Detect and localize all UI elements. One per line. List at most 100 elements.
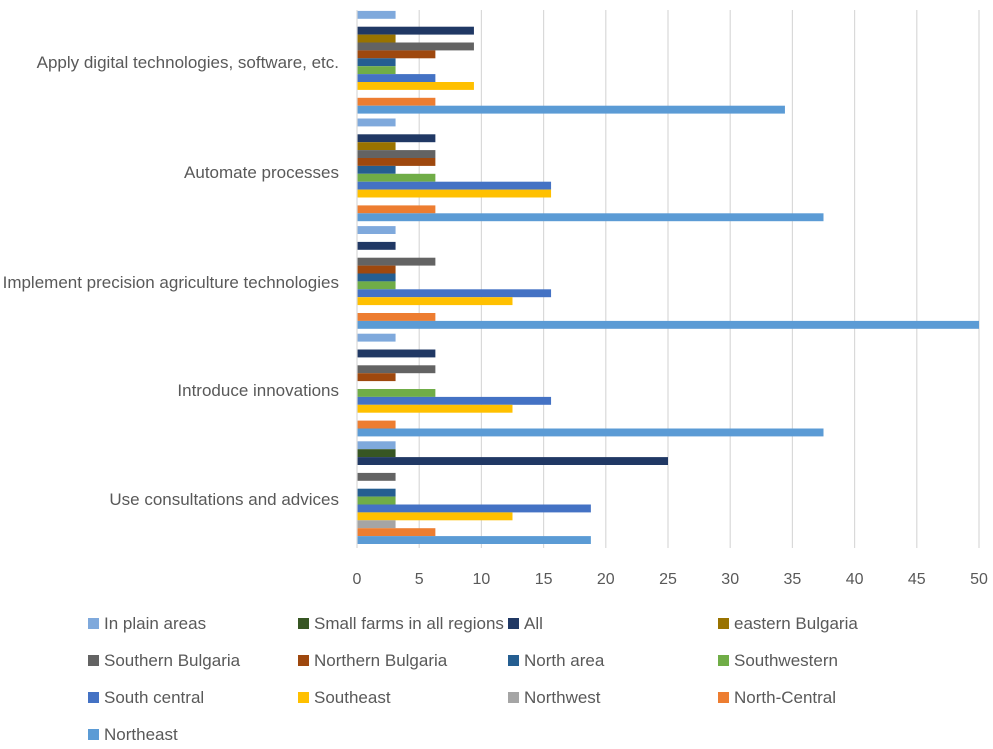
bar-0-3 bbox=[357, 34, 396, 43]
category-labels: Apply digital technologies, software, et… bbox=[3, 53, 339, 509]
bar-4-4 bbox=[357, 472, 396, 481]
bar-4-2 bbox=[357, 457, 668, 465]
category-label: Use consultations and advices bbox=[109, 490, 339, 509]
legend-swatch bbox=[718, 655, 729, 666]
bar-0-7 bbox=[357, 66, 396, 75]
bar-2-9 bbox=[357, 297, 513, 306]
bar-2-6 bbox=[357, 273, 396, 282]
legend-label: South central bbox=[104, 688, 204, 707]
x-tick-label: 40 bbox=[846, 571, 864, 588]
x-tick-label: 30 bbox=[721, 571, 739, 588]
bar-1-0 bbox=[357, 118, 396, 127]
legend-swatch bbox=[298, 655, 309, 666]
legend-swatch bbox=[298, 618, 309, 629]
legend-label: Southeast bbox=[314, 688, 391, 707]
legend-swatch bbox=[508, 618, 519, 629]
bar-0-8 bbox=[357, 74, 436, 82]
legend-swatch bbox=[298, 692, 309, 703]
bar-4-12 bbox=[357, 536, 591, 544]
bar-2-4 bbox=[357, 257, 436, 266]
category-label: Automate processes bbox=[184, 163, 339, 182]
legend-label: North area bbox=[524, 651, 605, 670]
bar-1-2 bbox=[357, 134, 436, 143]
bar-0-11 bbox=[357, 97, 436, 106]
bar-4-8 bbox=[357, 504, 591, 513]
bar-3-7 bbox=[357, 389, 436, 397]
bar-4-10 bbox=[357, 520, 396, 529]
bar-0-6 bbox=[357, 58, 396, 67]
legend-swatch bbox=[508, 655, 519, 666]
legend-label: Southern Bulgaria bbox=[104, 651, 241, 670]
bar-4-0 bbox=[357, 441, 396, 450]
bar-3-9 bbox=[357, 404, 513, 413]
x-tick-label: 15 bbox=[535, 571, 553, 588]
legend-label: Northern Bulgaria bbox=[314, 651, 448, 670]
legend-label: eastern Bulgaria bbox=[734, 614, 858, 633]
bar-3-4 bbox=[357, 365, 436, 374]
bar-0-5 bbox=[357, 50, 436, 59]
bar-3-5 bbox=[357, 373, 396, 382]
bar-1-12 bbox=[357, 213, 824, 222]
bar-4-1 bbox=[357, 449, 396, 458]
bar-2-5 bbox=[357, 265, 396, 274]
bar-1-11 bbox=[357, 205, 436, 214]
bar-2-2 bbox=[357, 241, 396, 250]
x-tick-label: 20 bbox=[597, 571, 615, 588]
bar-3-8 bbox=[357, 396, 552, 405]
bar-2-7 bbox=[357, 281, 396, 290]
bar-4-6 bbox=[357, 488, 396, 497]
legend-swatch bbox=[88, 729, 99, 740]
bar-3-0 bbox=[357, 333, 396, 342]
x-tick-label: 0 bbox=[353, 571, 362, 588]
legend-swatch bbox=[508, 692, 519, 703]
bar-4-7 bbox=[357, 496, 396, 505]
bar-0-12 bbox=[357, 105, 785, 114]
legend-label: Northeast bbox=[104, 725, 178, 744]
legend-swatch bbox=[88, 655, 99, 666]
bar-2-0 bbox=[357, 226, 396, 234]
grid-lines bbox=[418, 10, 980, 548]
bar-3-12 bbox=[357, 428, 824, 437]
bar-0-9 bbox=[357, 82, 474, 90]
bar-1-9 bbox=[357, 189, 552, 198]
bar-1-7 bbox=[357, 173, 436, 182]
legend-swatch bbox=[718, 618, 729, 629]
x-axis-tick-labels: 0 5 10 15 20 25 30 35 40 45 50 bbox=[353, 571, 988, 588]
x-tick-label: 5 bbox=[415, 571, 424, 588]
x-tick-label: 50 bbox=[970, 571, 988, 588]
legend-label: Northwest bbox=[524, 688, 601, 707]
legend: In plain areas Small farms in all regions… bbox=[88, 614, 858, 744]
x-tick-label: 10 bbox=[473, 571, 491, 588]
legend-label: In plain areas bbox=[104, 614, 206, 633]
bar-0-4 bbox=[357, 42, 474, 51]
bar-0-0 bbox=[357, 10, 396, 19]
bar-3-2 bbox=[357, 349, 436, 358]
x-tick-label: 45 bbox=[908, 571, 926, 588]
bar-2-12 bbox=[357, 320, 979, 329]
category-label: Implement precision agriculture technolo… bbox=[3, 273, 339, 292]
x-tick-label: 25 bbox=[659, 571, 677, 588]
legend-label: North-Central bbox=[734, 688, 836, 707]
legend-swatch bbox=[88, 618, 99, 629]
bar-1-5 bbox=[357, 158, 436, 166]
legend-swatch bbox=[88, 692, 99, 703]
bar-2-8 bbox=[357, 289, 552, 298]
bar-4-11 bbox=[357, 528, 436, 537]
bar-1-6 bbox=[357, 165, 396, 174]
legend-swatch bbox=[718, 692, 729, 703]
bar-1-4 bbox=[357, 150, 436, 158]
bars bbox=[357, 10, 979, 544]
bar-2-11 bbox=[357, 313, 436, 321]
bar-1-3 bbox=[357, 142, 396, 151]
legend-label: All bbox=[524, 614, 543, 633]
category-label: Introduce innovations bbox=[177, 381, 339, 400]
bar-0-2 bbox=[357, 26, 474, 35]
legend-label: Southwestern bbox=[734, 651, 838, 670]
category-label: Apply digital technologies, software, et… bbox=[37, 53, 339, 72]
bar-4-9 bbox=[357, 512, 513, 521]
x-tick-label: 35 bbox=[784, 571, 802, 588]
bar-3-11 bbox=[357, 420, 396, 429]
legend-label: Small farms in all regions bbox=[314, 614, 504, 633]
bar-1-8 bbox=[357, 181, 552, 190]
